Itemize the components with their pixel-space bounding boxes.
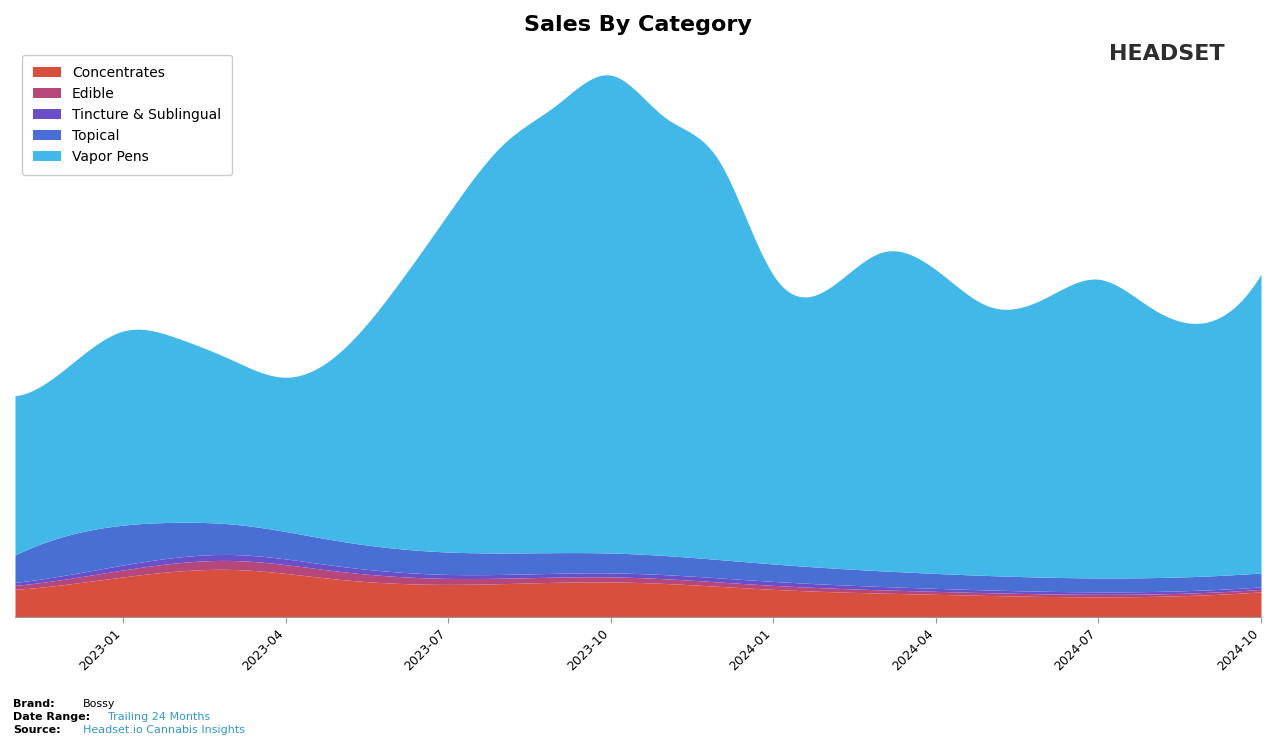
Text: Trailing 24 Months: Trailing 24 Months bbox=[108, 712, 211, 722]
Title: Sales By Category: Sales By Category bbox=[524, 15, 752, 35]
Text: HEADSET: HEADSET bbox=[1109, 44, 1225, 64]
Text: Source:: Source: bbox=[13, 725, 60, 736]
Legend: Concentrates, Edible, Tincture & Sublingual, Topical, Vapor Pens: Concentrates, Edible, Tincture & Subling… bbox=[22, 55, 232, 175]
Text: Brand:: Brand: bbox=[13, 699, 55, 709]
Text: Headset.io Cannabis Insights: Headset.io Cannabis Insights bbox=[83, 725, 245, 736]
Text: Date Range:: Date Range: bbox=[13, 712, 89, 722]
Text: Bossy: Bossy bbox=[83, 699, 115, 709]
